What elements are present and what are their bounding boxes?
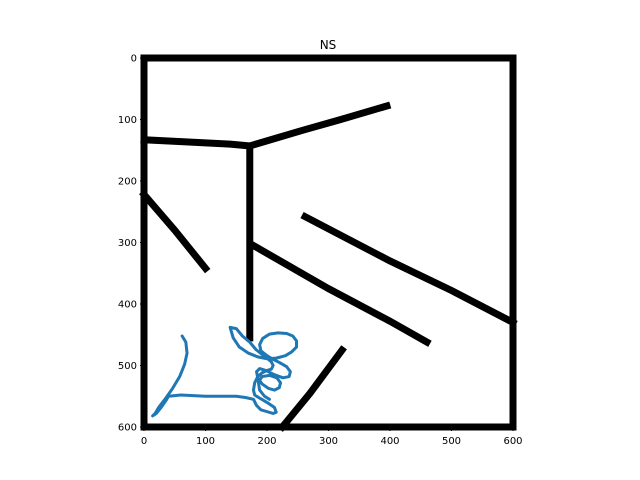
x-tick-label-500: 500 (442, 436, 461, 447)
x-tick-label-0: 0 (141, 436, 147, 447)
y-tick-label-100: 100 (118, 115, 137, 126)
wall-segment-9 (248, 240, 432, 347)
y-tick-label-0: 0 (131, 54, 137, 65)
y-tick-label-500: 500 (118, 361, 137, 372)
wall-segment-7 (139, 189, 211, 274)
trajectory-layer (151, 325, 299, 418)
wall-segment-10 (277, 345, 347, 432)
x-tick-label-100: 100 (196, 436, 215, 447)
y-tick-label-400: 400 (118, 300, 137, 311)
wall-segment-4 (140, 136, 254, 150)
x-tick-label-300: 300 (319, 436, 338, 447)
x-tick-label-400: 400 (380, 436, 399, 447)
y-tick-label-300: 300 (118, 238, 137, 249)
wall-segment-5 (245, 101, 392, 151)
x-tick-label-200: 200 (257, 436, 276, 447)
wall-segment-8 (300, 211, 518, 328)
chart-title: NS (320, 38, 337, 52)
x-tick-label-600: 600 (503, 436, 522, 447)
y-tick-label-200: 200 (118, 177, 137, 188)
x-axis: 0 100 200 300 400 500 600 (141, 427, 523, 447)
trajectory-line (151, 325, 299, 418)
y-axis: 0 100 200 300 400 500 600 (118, 54, 144, 434)
y-tick-label-600: 600 (118, 423, 137, 434)
